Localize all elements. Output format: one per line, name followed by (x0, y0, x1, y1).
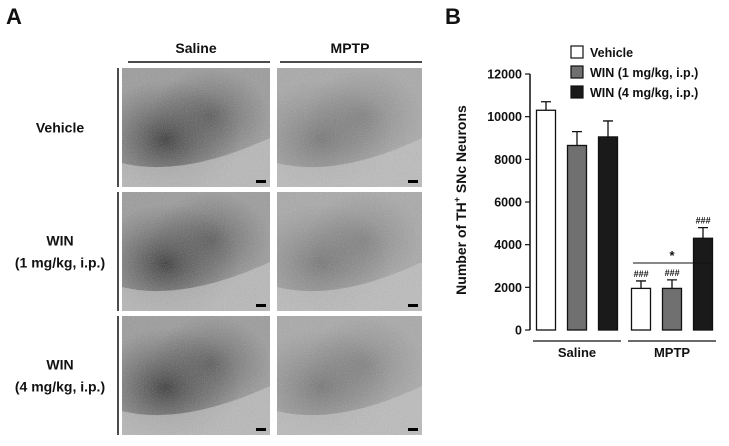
bar (535, 109, 557, 331)
micrograph-texture (277, 192, 422, 311)
significance-label: * (669, 248, 675, 263)
micrograph-texture (122, 316, 270, 435)
micrograph-texture (277, 316, 422, 435)
annotation: ### (695, 216, 710, 226)
error-bar (636, 280, 646, 289)
legend-label: Vehicle (590, 46, 633, 60)
row-label: Vehicle (36, 120, 84, 136)
y-tick-label: 6000 (494, 196, 522, 210)
y-axis-label: Number of TH+ SNc Neurons (452, 105, 469, 295)
scale-bar (408, 180, 418, 183)
bar (692, 237, 714, 331)
x-tick-label: Saline (558, 345, 596, 360)
row-label: (4 mg/kg, i.p.) (15, 379, 105, 395)
micrograph-texture (277, 68, 422, 187)
row-label: WIN (46, 233, 73, 249)
y-tick-label: 0 (515, 324, 522, 338)
y-axis-label-sup: + (452, 197, 462, 202)
micrograph (277, 68, 422, 187)
y-tick-label: 4000 (494, 238, 522, 252)
x-tick-label: MPTP (654, 345, 690, 360)
scale-bar (408, 304, 418, 307)
row-label: WIN (46, 357, 73, 373)
micrograph-texture (122, 68, 270, 187)
panel-label: B (445, 4, 461, 29)
legend-swatch (570, 45, 584, 59)
y-axis-label-part: SNc Neurons (453, 105, 469, 197)
panel-b: B Number of TH+ SNc Neurons 0 2000 4000 600… (445, 4, 716, 360)
micrograph-texture (122, 192, 270, 311)
panel-label: A (6, 4, 22, 29)
scale-bar (408, 428, 418, 431)
error-bar (541, 101, 551, 111)
row-label: (1 mg/kg, i.p.) (15, 255, 105, 271)
micrograph (122, 192, 270, 311)
y-axis-label-part: Number of TH (453, 202, 469, 295)
annotation: ### (633, 269, 648, 279)
scale-bar (256, 428, 266, 431)
column-header: MPTP (331, 40, 370, 56)
micrograph (122, 316, 270, 435)
legend-label: WIN (1 mg/kg, i.p.) (590, 66, 698, 80)
error-bar (603, 120, 613, 137)
y-tick-label: 12000 (487, 68, 522, 82)
scale-bar (256, 304, 266, 307)
legend-label: WIN (4 mg/kg, i.p.) (590, 86, 698, 100)
micrograph (277, 316, 422, 435)
annotation: ### (664, 268, 679, 278)
bar (597, 136, 619, 331)
bar (630, 287, 652, 331)
bar (661, 287, 683, 331)
column-header: Saline (175, 40, 216, 56)
micrograph (122, 68, 270, 187)
micrograph (277, 192, 422, 311)
scale-bar (256, 180, 266, 183)
error-bar (667, 279, 677, 289)
bar (566, 144, 588, 331)
legend-swatch (570, 65, 584, 79)
y-tick-label: 2000 (494, 281, 522, 295)
y-tick-label: 8000 (494, 153, 522, 167)
legend-swatch (570, 85, 584, 99)
error-bar (698, 226, 708, 239)
y-tick-label: 10000 (487, 110, 522, 124)
panel-a: A Saline MPTP Vehicle WIN (1 mg/kg, i.p.) W… (6, 4, 422, 435)
error-bar (572, 130, 582, 146)
